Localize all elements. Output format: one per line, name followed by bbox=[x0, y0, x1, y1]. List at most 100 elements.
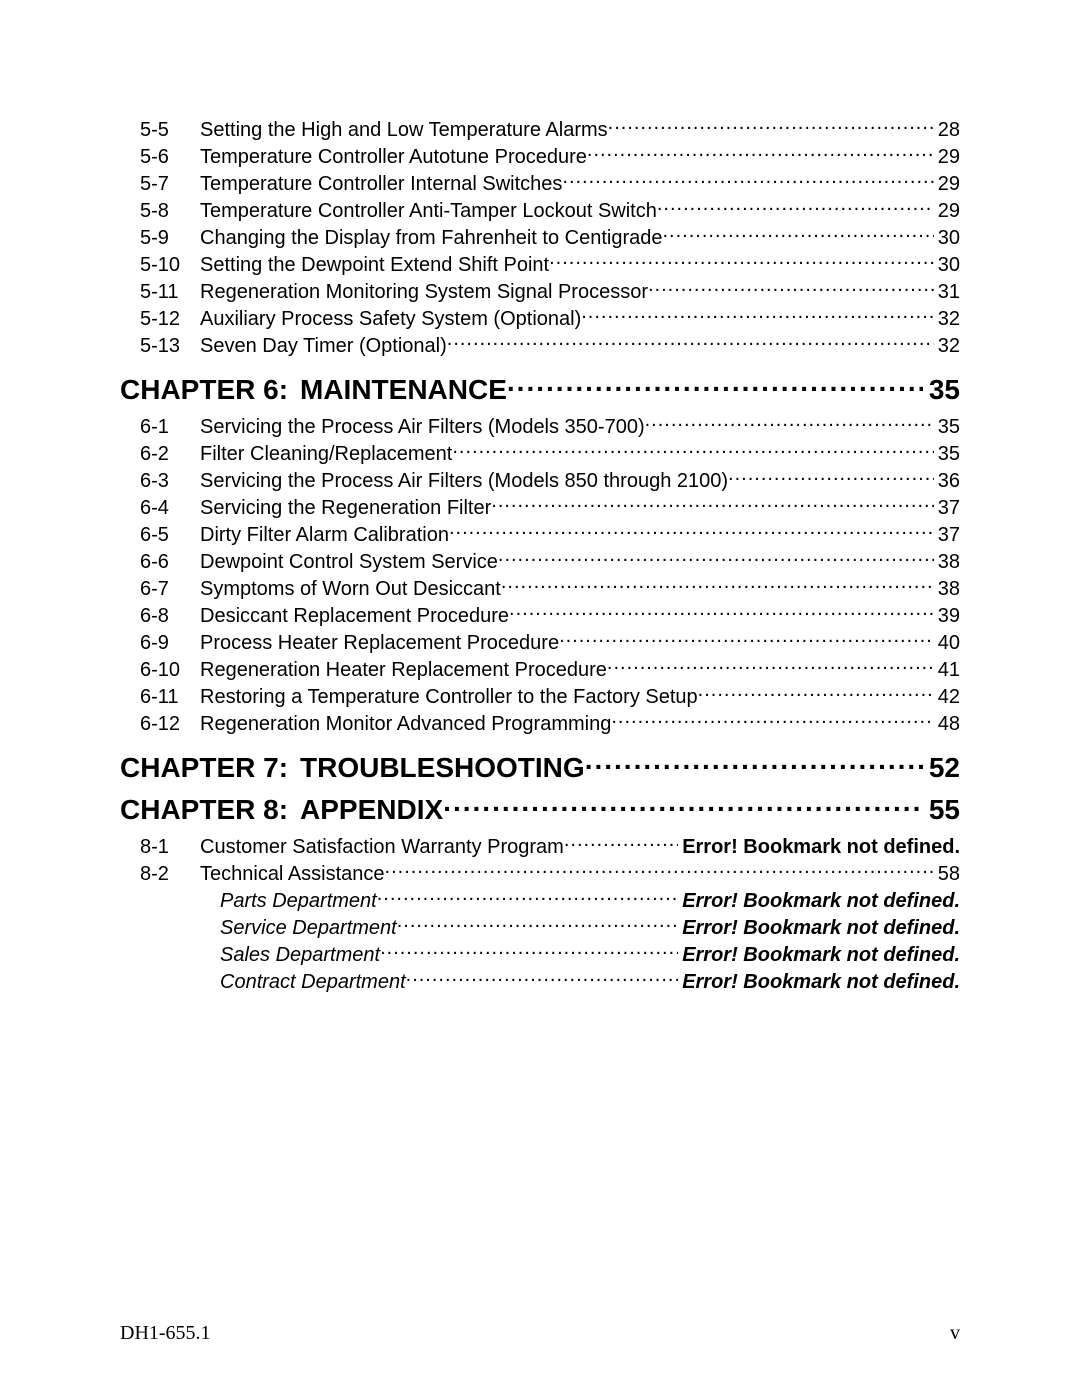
chapter-title: TROUBLESHOOTING bbox=[288, 750, 585, 785]
toc-entry: 6-12 Regeneration Monitor Advanced Progr… bbox=[120, 710, 960, 737]
toc-leaders bbox=[498, 548, 934, 568]
toc-page: 29 bbox=[934, 145, 960, 170]
toc-leaders bbox=[449, 521, 934, 541]
toc-entry: 6-6 Dewpoint Control System Service 38 bbox=[120, 548, 960, 575]
toc-title: Auxiliary Process Safety System (Optiona… bbox=[200, 307, 581, 332]
toc-page: Error! Bookmark not defined. bbox=[678, 835, 960, 860]
toc-leaders bbox=[585, 749, 923, 777]
toc-number: 6-2 bbox=[140, 442, 200, 467]
toc-subtitle: Contract Department bbox=[220, 970, 406, 995]
toc-subentry: Service Department Error! Bookmark not d… bbox=[120, 914, 960, 941]
toc-page: Error! Bookmark not defined. bbox=[678, 943, 960, 968]
toc-title: Restoring a Temperature Controller to th… bbox=[200, 685, 698, 710]
toc-page: 38 bbox=[934, 577, 960, 602]
toc-leaders bbox=[562, 170, 933, 190]
toc-page: 32 bbox=[934, 334, 960, 359]
toc-title: Servicing the Regeneration Filter bbox=[200, 496, 491, 521]
toc-entry: 5-8 Temperature Controller Anti-Tamper L… bbox=[120, 197, 960, 224]
toc-page: 35 bbox=[934, 415, 960, 440]
toc-page: 48 bbox=[934, 712, 960, 737]
footer-page-label: v bbox=[950, 1322, 960, 1345]
chapter-prefix: CHAPTER 7: bbox=[120, 750, 288, 785]
toc-title: Regeneration Heater Replacement Procedur… bbox=[200, 658, 607, 683]
toc-number: 6-4 bbox=[140, 496, 200, 521]
toc-page: Error! Bookmark not defined. bbox=[678, 916, 960, 941]
toc-leaders bbox=[559, 629, 934, 649]
toc-subentry: Parts Department Error! Bookmark not def… bbox=[120, 887, 960, 914]
toc-section-ch8: 8-1 Customer Satisfaction Warranty Progr… bbox=[120, 833, 960, 995]
toc-leaders bbox=[397, 914, 678, 934]
toc-page: 29 bbox=[934, 172, 960, 197]
toc-page: 32 bbox=[934, 307, 960, 332]
toc-number: 5-11 bbox=[140, 280, 200, 305]
toc-number: 6-8 bbox=[140, 604, 200, 629]
toc-leaders bbox=[648, 278, 934, 298]
toc-subentry: Contract Department Error! Bookmark not … bbox=[120, 968, 960, 995]
toc-page: 30 bbox=[934, 253, 960, 278]
toc-page: 37 bbox=[934, 523, 960, 548]
toc-entry: 5-7 Temperature Controller Internal Swit… bbox=[120, 170, 960, 197]
toc-page: 37 bbox=[934, 496, 960, 521]
toc-leaders bbox=[452, 440, 933, 460]
toc-title: Process Heater Replacement Procedure bbox=[200, 631, 559, 656]
toc-number: 6-11 bbox=[140, 685, 200, 710]
toc-title: Setting the Dewpoint Extend Shift Point bbox=[200, 253, 549, 278]
toc-number: 5-8 bbox=[140, 199, 200, 224]
toc-title: Symptoms of Worn Out Desiccant bbox=[200, 577, 501, 602]
toc-entry: 6-9 Process Heater Replacement Procedure… bbox=[120, 629, 960, 656]
toc-title: Setting the High and Low Temperature Ala… bbox=[200, 118, 608, 143]
toc-entry: 6-1 Servicing the Process Air Filters (M… bbox=[120, 413, 960, 440]
toc-entry: 5-10 Setting the Dewpoint Extend Shift P… bbox=[120, 251, 960, 278]
toc-page: 40 bbox=[934, 631, 960, 656]
toc-leaders bbox=[406, 968, 679, 988]
toc-page: 31 bbox=[934, 280, 960, 305]
toc-number: 5-9 bbox=[140, 226, 200, 251]
toc-page: 38 bbox=[934, 550, 960, 575]
chapter-page: 55 bbox=[923, 792, 960, 827]
chapter-heading-6: CHAPTER 6: MAINTENANCE 35 bbox=[120, 371, 960, 407]
toc-continuation-ch5: 5-5 Setting the High and Low Temperature… bbox=[120, 116, 960, 359]
toc-title: Seven Day Timer (Optional) bbox=[200, 334, 447, 359]
toc-number: 5-7 bbox=[140, 172, 200, 197]
toc-number: 5-10 bbox=[140, 253, 200, 278]
toc-entry: 6-11 Restoring a Temperature Controller … bbox=[120, 683, 960, 710]
toc-title: Desiccant Replacement Procedure bbox=[200, 604, 509, 629]
toc-leaders bbox=[501, 575, 934, 595]
toc-page: 29 bbox=[934, 199, 960, 224]
toc-number: 6-3 bbox=[140, 469, 200, 494]
toc-entry: 5-13 Seven Day Timer (Optional) 32 bbox=[120, 332, 960, 359]
toc-title: Temperature Controller Internal Switches bbox=[200, 172, 562, 197]
toc-page: 30 bbox=[934, 226, 960, 251]
toc-page: 58 bbox=[934, 862, 960, 887]
toc-leaders bbox=[608, 116, 934, 136]
toc-leaders bbox=[377, 887, 678, 907]
toc-leaders bbox=[581, 305, 934, 325]
toc-number: 5-13 bbox=[140, 334, 200, 359]
toc-subtitle: Sales Department bbox=[220, 943, 380, 968]
toc-leaders bbox=[657, 197, 934, 217]
chapter-title: APPENDIX bbox=[288, 792, 443, 827]
toc-entry: 8-1 Customer Satisfaction Warranty Progr… bbox=[120, 833, 960, 860]
toc-number: 6-9 bbox=[140, 631, 200, 656]
toc-title: Regeneration Monitoring System Signal Pr… bbox=[200, 280, 648, 305]
toc-leaders bbox=[645, 413, 934, 433]
toc-title: Customer Satisfaction Warranty Program bbox=[200, 835, 564, 860]
chapter-prefix: CHAPTER 8: bbox=[120, 792, 288, 827]
toc-leaders bbox=[447, 332, 934, 352]
toc-number: 6-7 bbox=[140, 577, 200, 602]
toc-leaders bbox=[564, 833, 678, 853]
toc-leaders bbox=[549, 251, 934, 271]
page: 5-5 Setting the High and Low Temperature… bbox=[0, 0, 1080, 1397]
toc-number: 5-12 bbox=[140, 307, 200, 332]
toc-title: Servicing the Process Air Filters (Model… bbox=[200, 415, 645, 440]
toc-entry: 6-8 Desiccant Replacement Procedure 39 bbox=[120, 602, 960, 629]
toc-page: 36 bbox=[934, 469, 960, 494]
toc-entry: 6-4 Servicing the Regeneration Filter 37 bbox=[120, 494, 960, 521]
toc-subtitle: Service Department bbox=[220, 916, 397, 941]
toc-section-ch6: 6-1 Servicing the Process Air Filters (M… bbox=[120, 413, 960, 737]
toc-number: 8-1 bbox=[140, 835, 200, 860]
toc-page: Error! Bookmark not defined. bbox=[678, 970, 960, 995]
toc-page: 35 bbox=[934, 442, 960, 467]
page-footer: DH1-655.1 v bbox=[120, 1322, 960, 1345]
toc-number: 6-6 bbox=[140, 550, 200, 575]
